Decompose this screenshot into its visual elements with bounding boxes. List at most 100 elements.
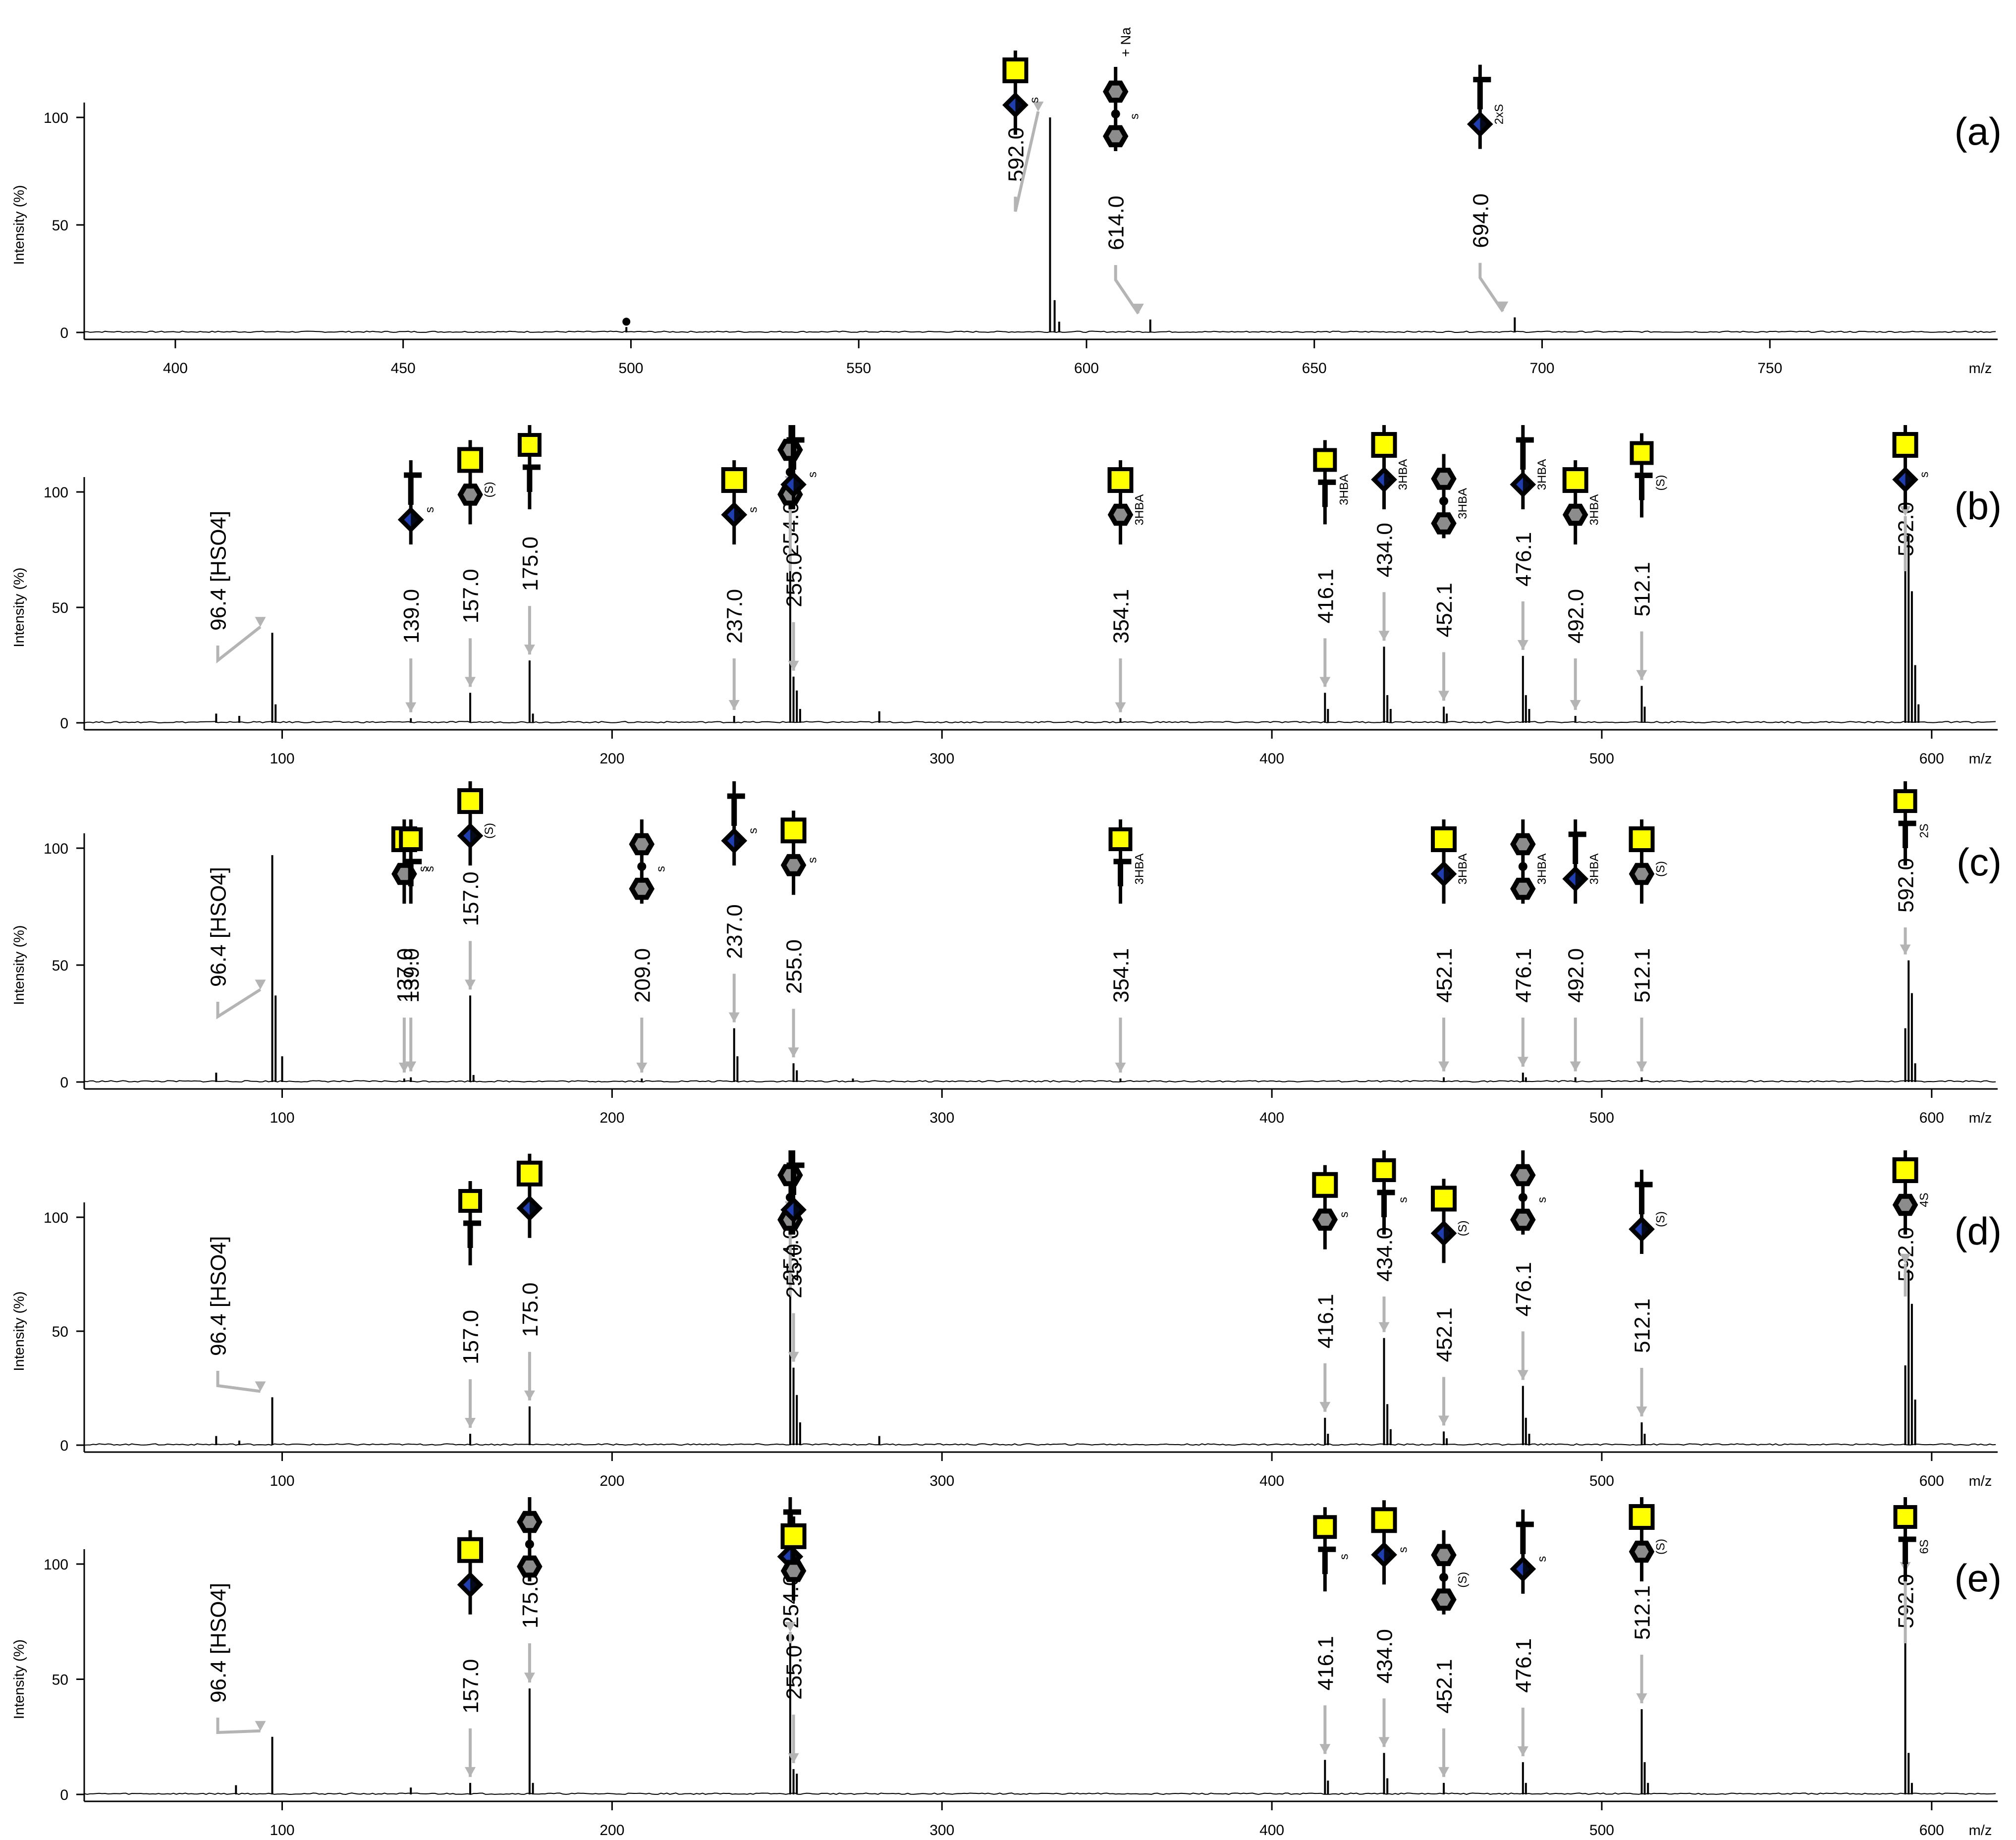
panel-label: (c) xyxy=(1957,840,2002,884)
peak-label: 157.0 xyxy=(459,1310,483,1364)
hexose-grey-icon xyxy=(1629,863,1655,885)
hexose-grey-icon xyxy=(629,877,655,900)
arrow-head-icon xyxy=(1900,1253,1911,1264)
x-tick-label: 500 xyxy=(1589,1110,1614,1126)
annotation-arrow xyxy=(1014,111,1040,212)
baseline-noise xyxy=(84,1080,1996,1083)
galactose-square-icon xyxy=(517,433,542,457)
peak-label: 452.1 xyxy=(1432,583,1457,637)
annotation-tag: s xyxy=(423,507,436,513)
annotation-tag: (S) xyxy=(483,823,496,839)
ring-dot-icon xyxy=(525,1540,534,1549)
annotation-tag: s xyxy=(806,472,819,478)
x-tick-label: 200 xyxy=(599,1473,624,1489)
x-tick-label: 600 xyxy=(1074,360,1099,377)
peak-label: 175.0 xyxy=(518,1283,543,1337)
hexose-grey-icon xyxy=(629,833,655,856)
peak-label: 434.0 xyxy=(1372,1629,1397,1683)
arrow-head-icon xyxy=(405,1061,417,1072)
glucose-diamond-icon-shade xyxy=(411,510,421,530)
annotation-tag: 3HBA xyxy=(1588,854,1601,885)
galactose-square-icon xyxy=(1892,432,1918,458)
hexose-grey-icon xyxy=(1431,468,1457,490)
galactose-square-icon xyxy=(1371,1507,1397,1533)
annotation-tag: s xyxy=(806,857,819,863)
annotation-tag: s xyxy=(1535,1556,1549,1562)
peak-label: 476.1 xyxy=(1512,532,1536,587)
y-axis-label: Intensity (%) xyxy=(11,185,27,265)
glucose-diamond-icon-shade xyxy=(1384,1545,1394,1565)
glucose-diamond-icon-shade xyxy=(1444,1223,1454,1244)
galactose-square-icon xyxy=(457,1537,484,1563)
arrow-head-icon xyxy=(465,677,476,687)
hexose-grey-icon xyxy=(1102,80,1129,103)
annotation-tag: (S) xyxy=(1456,1220,1470,1236)
anhydro-bracket-icon xyxy=(1898,820,1916,848)
arrow-head-icon xyxy=(1517,1057,1528,1067)
x-axis-label: m/z xyxy=(1969,361,1992,377)
anhydro-bracket-icon xyxy=(1473,77,1491,109)
peak-label: 255.0 xyxy=(782,553,807,607)
arrow-head-icon xyxy=(1115,702,1126,712)
peak-label: 476.1 xyxy=(1512,1262,1536,1316)
peak-label: 175.0 xyxy=(518,537,543,591)
x-axis-label: m/z xyxy=(1969,1823,1992,1839)
arrow-head-icon xyxy=(1517,640,1528,650)
peak-label: 139.0 xyxy=(399,948,424,1003)
peak-label: 237.0 xyxy=(723,904,747,959)
y-tick-label: 100 xyxy=(44,485,68,501)
ring-dot-icon xyxy=(1111,109,1120,118)
x-tick-label: 100 xyxy=(270,1110,294,1126)
annotation-tag: (S) xyxy=(1654,1211,1668,1227)
panel-label: (b) xyxy=(1955,484,2002,528)
peak-label: 512.1 xyxy=(1631,948,1655,1003)
hexose-grey-icon xyxy=(1431,512,1457,535)
y-axis-label: Intensity (%) xyxy=(11,925,27,1005)
y-tick-label: 0 xyxy=(60,715,68,732)
hexose-grey-icon xyxy=(780,1560,807,1582)
annotation-tag: s xyxy=(1028,97,1041,103)
spectrum-panel-d: 100 200 300 400 500 600 0 50 100 m/z Intensity (%)… xyxy=(11,1150,2002,1489)
y-tick-label: 50 xyxy=(52,217,68,234)
arrow-head-icon xyxy=(788,1047,799,1058)
peak-label: 157.0 xyxy=(459,569,483,623)
peak-label: 452.1 xyxy=(1432,948,1457,1003)
arrow-head-icon xyxy=(524,1673,535,1683)
annotation-tag: 3HBA xyxy=(1535,459,1549,490)
glucose-diamond-icon-shade xyxy=(1523,1559,1533,1579)
galactose-square-icon xyxy=(457,447,484,473)
arrow-head-icon xyxy=(1900,944,1911,955)
hexose-grey-icon xyxy=(1102,125,1129,148)
x-tick-label: 550 xyxy=(846,360,871,377)
x-tick-label: 600 xyxy=(1919,751,1944,767)
arrow-head-icon xyxy=(1378,1322,1390,1332)
anhydro-bracket-icon xyxy=(1898,1536,1916,1564)
x-tick-label: 500 xyxy=(1589,1473,1614,1489)
peak-label: 255.0 xyxy=(782,1244,807,1298)
arrow-head-icon xyxy=(1438,1767,1450,1777)
y-axis-label: Intensity (%) xyxy=(11,567,27,647)
arrow-head-icon xyxy=(1570,700,1581,710)
arrow-head-icon xyxy=(255,617,266,627)
spectrum-panel-e: 100 200 300 400 500 600 0 50 100 m/z Intensity (%)… xyxy=(11,1497,2002,1839)
glucose-diamond-icon-shade xyxy=(1905,470,1915,489)
annotation-tag: 3HBA xyxy=(1456,488,1470,519)
galactose-square-icon xyxy=(1893,1505,1917,1529)
annotation-tag: s xyxy=(1535,1197,1549,1203)
x-axis-label: m/z xyxy=(1969,1110,1992,1126)
annotation-tag: 3HBA xyxy=(1337,474,1351,505)
annotation-tag: s xyxy=(654,866,667,872)
y-tick-label: 0 xyxy=(60,1787,68,1803)
anhydro-bracket-icon xyxy=(1377,1190,1395,1217)
arrow-head-icon xyxy=(1319,1402,1331,1412)
hexose-grey-icon xyxy=(1431,1544,1457,1567)
ring-dot-icon xyxy=(1439,1572,1449,1582)
galactose-square-icon xyxy=(457,788,484,814)
peak-label: 157.0 xyxy=(459,1659,483,1714)
peak-label: 157.0 xyxy=(459,871,483,926)
galactose-square-icon xyxy=(1371,432,1397,458)
arrow-head-icon xyxy=(1438,691,1450,701)
annotation-tag: (S) xyxy=(1456,1572,1470,1588)
anhydro-bracket-icon xyxy=(1635,1182,1653,1214)
